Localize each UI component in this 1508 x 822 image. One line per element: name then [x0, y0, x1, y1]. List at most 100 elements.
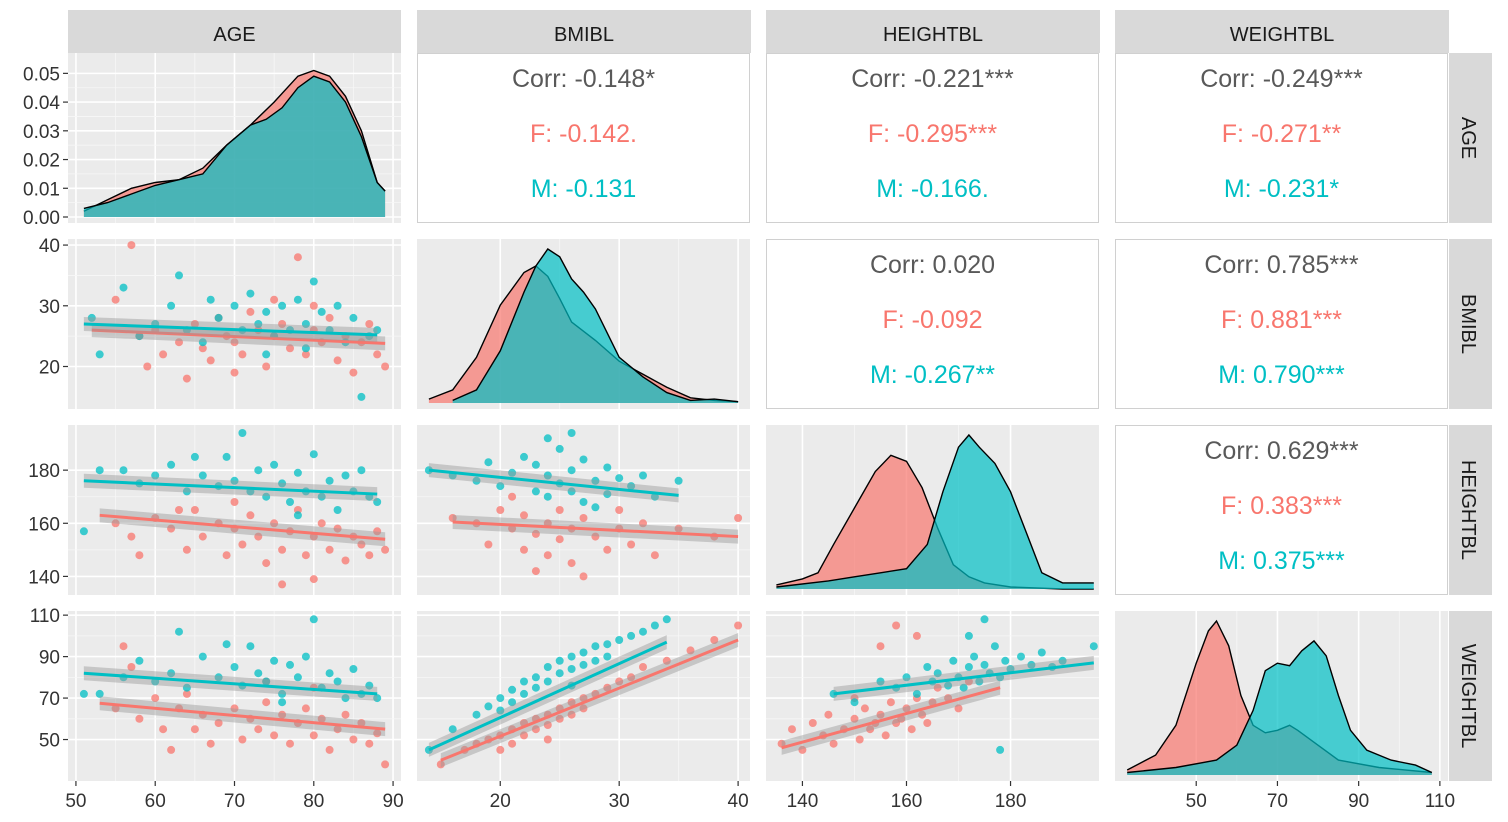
scatter-point-f [615, 506, 624, 514]
scatter-point-f [333, 725, 342, 734]
x-tick-label: 50 [65, 791, 86, 812]
y-tick-label: 160 [28, 514, 60, 535]
y-tick-label: 0.05 [23, 64, 60, 85]
scatter-point-f [143, 362, 152, 371]
scatter-point-m [484, 702, 493, 711]
density-panel-weightbl [1115, 611, 1448, 781]
scatter-point-m [333, 677, 342, 686]
strip-col-weightbl [1115, 10, 1449, 53]
corr-panel-heightbl-weightbl: Corr: 0.629*** F: 0.383*** M: 0.375*** [1115, 425, 1448, 595]
scatter-point-m [182, 683, 191, 692]
scatter-point-f [325, 545, 334, 554]
x-tick-label: 50 [1186, 791, 1207, 812]
scatter-point-f [198, 344, 207, 353]
scatter-point-f [365, 739, 374, 748]
scatter-point-f [270, 731, 279, 740]
y-tick-label: 0.03 [23, 122, 60, 143]
scatter-point-f [135, 714, 144, 723]
corr-text-f: F: -0.142. [530, 120, 637, 148]
scatter-point-m [278, 689, 287, 698]
scatter-point-m [309, 450, 318, 459]
scatter-point-f [175, 338, 183, 347]
corr-text-overall: Corr: 0.020 [870, 251, 995, 279]
scatter-point-f [591, 532, 600, 541]
density-panel-age [68, 53, 401, 223]
scatter-point-f [159, 725, 168, 734]
regression-line-f [99, 701, 386, 731]
scatter-point-m [520, 677, 528, 686]
scatter-point-m [333, 301, 342, 310]
y-axis-row-heightbl: 140 160 180 [28, 461, 68, 588]
corr-text-f: F: 0.881*** [1221, 306, 1342, 334]
scatter-point-m [829, 689, 838, 698]
scatter-point-f [254, 532, 263, 541]
scatter-point-m [944, 681, 953, 690]
strip-row-bmibl [1449, 239, 1492, 409]
scatter-point-m [262, 350, 271, 359]
scatter-point-f [286, 344, 294, 353]
scatter-point-m [270, 460, 279, 469]
density-area-m [452, 249, 739, 403]
scatter-point-f [508, 492, 517, 501]
scatter-point-f [198, 532, 207, 541]
scatter-point-f [309, 301, 318, 310]
scatter-point-m [603, 652, 612, 661]
scatter-point-m [964, 631, 973, 640]
scatter-point-m [662, 615, 671, 624]
corr-text-overall: Corr: 0.629*** [1204, 437, 1359, 465]
scatter-point-f [190, 506, 199, 514]
scatter-point-m [135, 656, 144, 665]
density-line-m [452, 248, 739, 403]
scatter-point-f [892, 621, 901, 630]
scatter-point-f [230, 338, 239, 347]
axes: 0.00 0.01 0.02 0.03 0.04 0.05 20 30 40 140 160 180 5… [23, 64, 1455, 812]
scatter-point-m [262, 677, 271, 686]
strip-label-bmibl: BMIBL [554, 24, 614, 46]
scatter-point-f [876, 642, 885, 651]
scatter-point-m [222, 640, 231, 649]
scatter-point-f [309, 575, 318, 584]
scatter-point-m [262, 492, 271, 501]
scatter-point-m [520, 689, 528, 698]
corr-panel-frame [1115, 239, 1448, 409]
strip-row-label-heightbl: HEIGHTBL [1457, 460, 1479, 560]
strip-col-age [68, 10, 401, 53]
scatter-point-m [286, 660, 294, 669]
scatter-point-f [662, 656, 671, 665]
scatter-point-m [238, 429, 247, 437]
strip-row-label-age: AGE [1457, 117, 1479, 159]
density-line-m [83, 75, 386, 210]
scatter-point-m [543, 434, 552, 443]
scatter-point-f [151, 694, 160, 703]
scatter-point-f [579, 514, 588, 522]
x-axis-col-weightbl: 50 70 90 110 [1186, 781, 1455, 812]
scatter-panel-heightbl-age [68, 425, 401, 595]
scatter-point-f [246, 511, 255, 520]
scatter-point-f [333, 356, 342, 365]
scatter-point-f [381, 760, 390, 769]
scatter-point-m [190, 452, 199, 461]
scatter-point-m [531, 683, 540, 692]
corr-text-overall: Corr: -0.249*** [1200, 65, 1363, 93]
scatter-point-f [579, 572, 588, 581]
scatter-point-m [95, 466, 104, 475]
scatter-point-m [357, 392, 366, 401]
scatter-point-f [238, 540, 247, 549]
scatter-point-f [734, 621, 743, 630]
corr-text-f: F: -0.271** [1222, 120, 1342, 148]
scatter-point-f [357, 719, 366, 727]
scatter-point-f [508, 524, 517, 533]
scatter-point-m [373, 326, 382, 335]
x-tick-label: 60 [145, 791, 166, 812]
scatter-point-m [1006, 665, 1015, 673]
scatter-point-m [933, 669, 942, 678]
x-axis-col-bmibl: 20 30 40 [490, 781, 749, 812]
scatter-point-f [278, 710, 287, 719]
scatter-point-m [254, 320, 263, 328]
scatter-point-f [808, 719, 817, 727]
y-tick-label: 90 [39, 648, 60, 669]
scatter-panel-weightbl-heightbl [766, 611, 1099, 781]
scatter-point-f [111, 295, 120, 304]
scatter-point-f [357, 540, 366, 549]
x-tick-label: 180 [995, 791, 1027, 812]
